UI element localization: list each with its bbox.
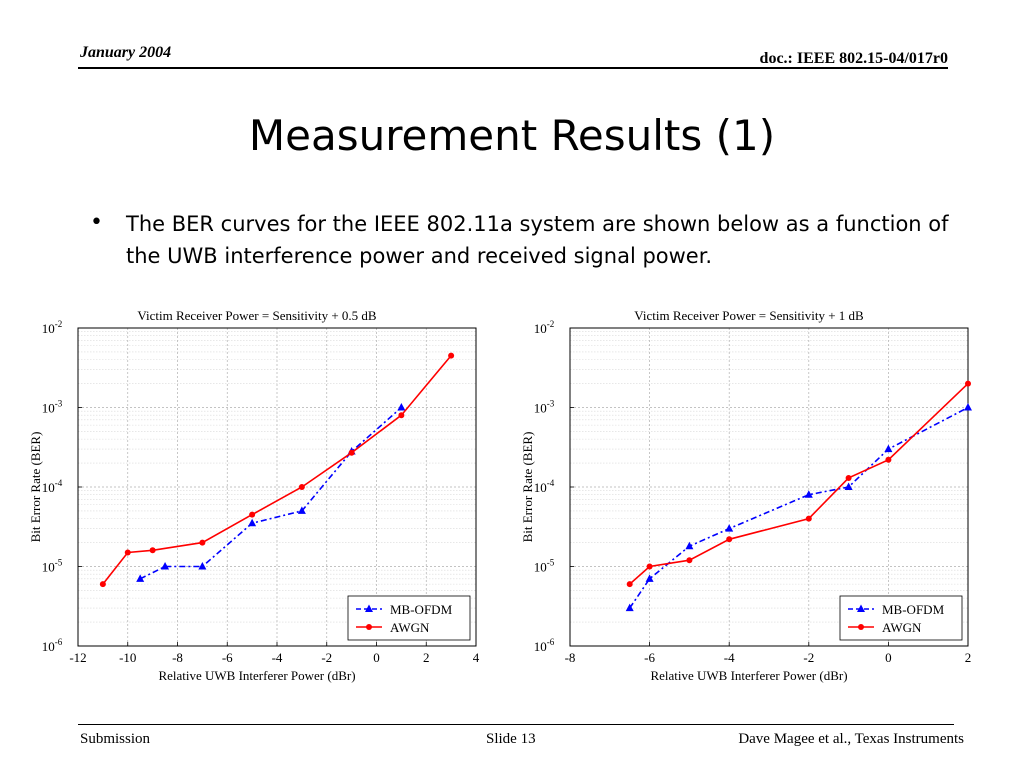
x-tick-label: 2 [423,650,430,665]
bullet-marker: • [90,210,103,235]
data-point-awgn [626,581,633,588]
data-point-awgn [298,484,305,490]
legend-label-mb-ofdm: MB-OFDM [390,602,453,617]
x-tick-label: -10 [119,650,136,665]
legend-label-mb-ofdm: MB-OFDM [882,602,945,617]
data-point-awgn [124,549,131,556]
chart-title: Victim Receiver Power = Sensitivity + 0.… [137,308,377,323]
data-point-awgn [885,456,892,463]
bullet-text: The BER curves for the IEEE 802.11a syst… [126,212,949,268]
legend-marker-mb-ofdm [857,604,865,612]
x-tick-label: -4 [724,650,735,665]
data-point-awgn [805,515,812,522]
legend-label-awgn: AWGN [882,620,922,635]
legend-marker-awgn [366,624,372,630]
y-axis-label: Bit Error Rate (BER) [28,432,43,543]
header-divider [78,67,948,69]
data-point-awgn [646,563,653,570]
chart-title: Victim Receiver Power = Sensitivity + 1 … [634,308,864,323]
x-tick-label: -6 [644,650,655,665]
y-tick-label: 10-2 [42,319,63,336]
data-point-mb-ofdm [844,482,853,490]
data-point-mb-ofdm [136,574,145,582]
data-point-mb-ofdm [248,518,257,527]
x-tick-label: -6 [222,650,233,665]
data-point-awgn [99,581,106,588]
y-tick-label: 10-5 [534,558,555,575]
data-point-awgn [348,449,355,456]
footer-submission: Submission [80,731,151,747]
header-date: January 2004 [80,44,172,61]
data-point-awgn [149,547,156,554]
data-point-mb-ofdm [397,403,406,411]
y-tick-label: 10-6 [534,637,555,654]
legend-label-awgn: AWGN [390,620,430,635]
ber-chart-left-svg: Victim Receiver Power = Sensitivity + 0.… [28,308,480,683]
ber-chart-right-svg: Victim Receiver Power = Sensitivity + 1 … [520,308,972,683]
x-axis-label: Relative UWB Interferer Power (dBr) [650,668,847,683]
data-point-awgn [845,474,852,481]
legend-box [839,595,963,641]
series-line-mb-ofdm [629,406,969,609]
header-doc-number: doc.: IEEE 802.15-04/017r0 [759,50,948,67]
x-tick-label: 0 [373,650,380,665]
ber-chart-right: Victim Receiver Power = Sensitivity + 1 … [520,300,980,695]
x-tick-label: -2 [321,650,332,665]
data-point-awgn [249,511,256,518]
series-line-awgn [629,383,969,585]
x-axis-label: Relative UWB Interferer Power (dBr) [158,668,355,683]
legend-marker-mb-ofdm [365,604,373,612]
data-point-awgn [686,557,693,564]
data-point-mb-ofdm [804,490,813,498]
footer-slide-number: Slide 13 [486,731,536,747]
slide-title: Measurement Results (1) [248,111,776,160]
y-axis-label: Bit Error Rate (BER) [520,432,535,543]
data-point-mb-ofdm [685,541,694,550]
data-point-mb-ofdm [625,603,634,612]
x-tick-label: -8 [172,650,183,665]
y-tick-label: 10-4 [42,478,63,495]
legend-marker-awgn [858,624,864,630]
x-tick-label: 2 [965,650,972,665]
data-point-awgn [199,539,206,546]
data-point-mb-ofdm [161,562,170,570]
x-tick-label: 4 [473,650,480,665]
data-point-mb-ofdm [725,524,734,532]
y-tick-label: 10-6 [42,637,63,654]
data-point-mb-ofdm [884,444,893,453]
y-tick-label: 10-5 [42,558,63,575]
y-tick-label: 10-3 [534,399,555,416]
x-tick-label: -2 [803,650,814,665]
ber-chart-left: Victim Receiver Power = Sensitivity + 0.… [28,300,488,695]
x-tick-label: -4 [272,650,283,665]
data-point-awgn [965,380,971,387]
x-tick-label: -8 [565,650,576,665]
data-point-mb-ofdm [297,506,306,514]
data-point-mb-ofdm [198,562,207,570]
y-tick-label: 10-4 [534,478,555,495]
footer-divider [78,724,954,725]
x-tick-label: 0 [885,650,892,665]
y-tick-label: 10-2 [534,319,555,336]
x-tick-label: -12 [69,650,86,665]
legend-box [347,595,471,641]
data-point-mb-ofdm [645,574,654,582]
data-point-awgn [448,352,455,359]
plot-area [570,328,968,646]
data-point-awgn [398,412,405,419]
data-point-mb-ofdm [964,403,972,411]
footer-authors: Dave Magee et al., Texas Instruments [738,731,964,747]
data-point-awgn [726,536,733,543]
y-tick-label: 10-3 [42,399,63,416]
